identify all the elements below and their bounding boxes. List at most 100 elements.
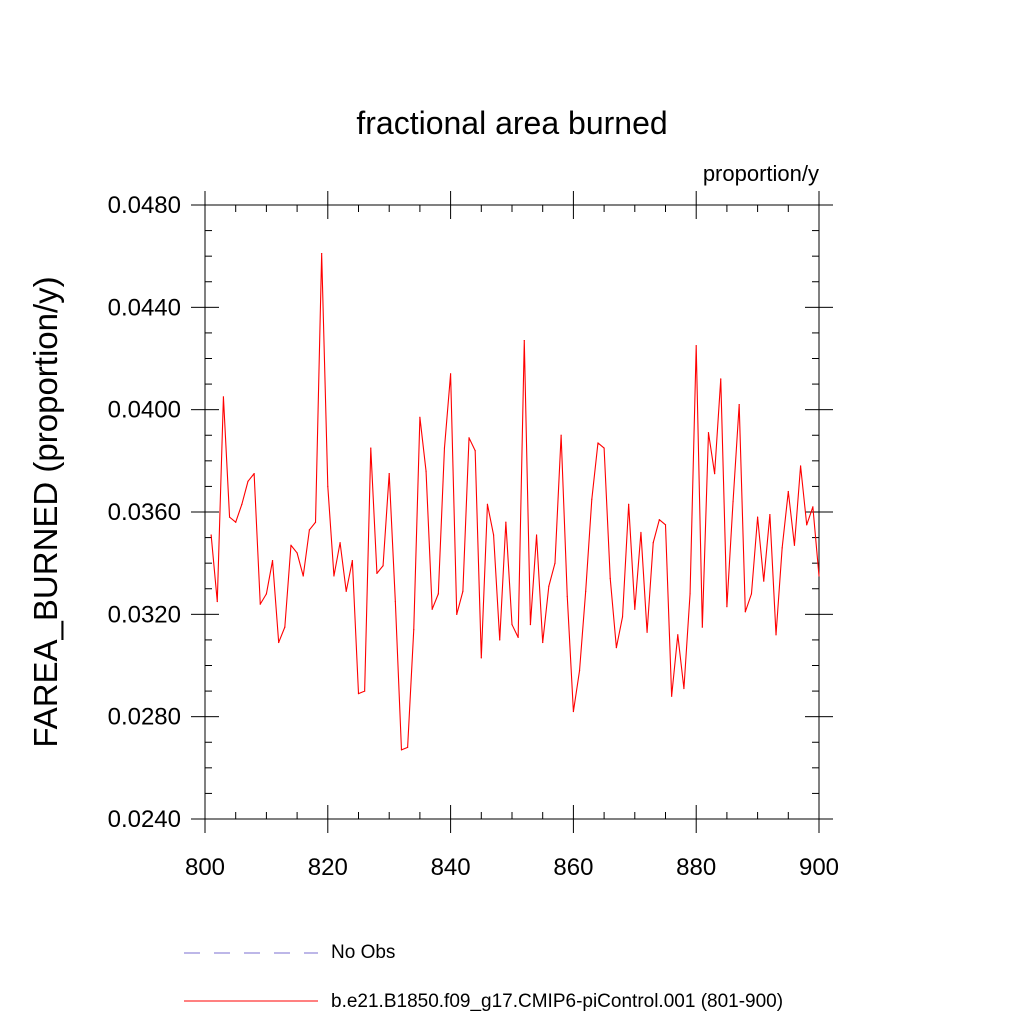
data-point [658,519,660,521]
data-point [634,608,636,610]
data-point [597,442,599,444]
data-point [585,590,587,592]
data-point [769,513,771,516]
data-point [492,534,495,536]
data-point [431,608,433,610]
legend-label-model-run: b.e21.B1850.f09_g17.CMIP6-piControl.001 … [331,991,784,1012]
data-point [235,521,237,523]
x-tick-label: 880 [676,854,716,881]
data-point [462,590,464,592]
x-tick-label: 820 [308,854,348,881]
data-point [677,634,679,636]
data-point [265,593,267,595]
data-point [560,434,562,436]
data-point [253,473,255,475]
data-point [695,345,697,347]
data-point [707,432,710,434]
chart-title: fractional area burned [356,105,667,141]
data-point [413,629,415,631]
y-tick-label: 0.0480 [108,192,181,219]
data-point [505,521,507,523]
data-point [480,657,482,659]
data-point [615,646,617,649]
data-point [744,611,746,613]
data-point [806,524,808,526]
data-point [609,577,611,580]
series-layer [210,253,820,751]
data-point [345,590,347,592]
data-point [333,575,335,577]
data-point [247,480,249,482]
data-point [468,437,470,439]
data-point [535,534,538,536]
data-point [799,465,802,467]
y-tick-label: 0.0400 [108,397,181,424]
data-point [812,506,814,508]
data-point [314,521,317,523]
data-point [351,560,353,562]
data-point [818,575,820,577]
y-axis-label: FAREA_BURNED (proportion/y) [27,276,64,747]
data-point [542,641,544,644]
data-point [339,542,341,544]
data-point [327,485,329,488]
data-point [308,529,310,531]
data-point [419,416,421,418]
data-point [499,639,501,641]
data-point [750,593,753,595]
x-tick-label: 860 [553,854,593,881]
data-point [646,631,648,633]
data-point [726,606,728,608]
x-tick-label: 840 [431,854,471,881]
data-point [591,498,593,500]
plot-frame [204,204,820,820]
data-point [652,542,654,544]
data-point [259,603,261,605]
data-point [407,746,409,748]
data-point [732,501,734,503]
x-tick-label: 800 [185,854,225,881]
data-point [302,575,304,577]
data-point [720,378,722,380]
data-point [364,690,366,692]
data-point [474,450,476,452]
data-point [425,470,427,472]
y-tick-label: 0.0360 [108,499,181,526]
data-point [566,595,568,598]
data-point [529,623,532,626]
y-tick-label: 0.0440 [108,294,181,321]
data-point [572,710,575,713]
data-point [210,534,212,536]
data-point [664,524,667,526]
tick-labels: 800 820 840 860 880 900 0.0240 0.0280 0.0320 0.03… [108,192,839,881]
data-point [523,339,525,342]
data-point [394,600,396,603]
data-point [701,626,703,628]
data-point [437,593,439,595]
axis-ticks [191,191,833,833]
data-point [290,544,292,546]
data-point [456,613,458,615]
data-point [271,560,274,562]
data-point [621,616,624,618]
data-point [781,547,783,549]
data-point [775,634,777,636]
data-point [216,600,218,603]
data-point [640,531,642,534]
data-point [388,473,390,475]
data-point [689,593,691,595]
data-point [757,516,759,518]
data-point [443,447,446,449]
y-tick-label: 0.0240 [108,806,181,833]
data-point [787,490,789,493]
series-line-1 [210,253,820,751]
x-tick-label: 900 [799,854,839,881]
data-point [714,473,716,475]
data-point [486,503,489,505]
data-point [548,585,550,587]
data-point [603,447,605,449]
y-tick-label: 0.0280 [108,704,181,731]
legend-lines [184,952,318,1002]
units-label: proportion/y [703,161,819,186]
